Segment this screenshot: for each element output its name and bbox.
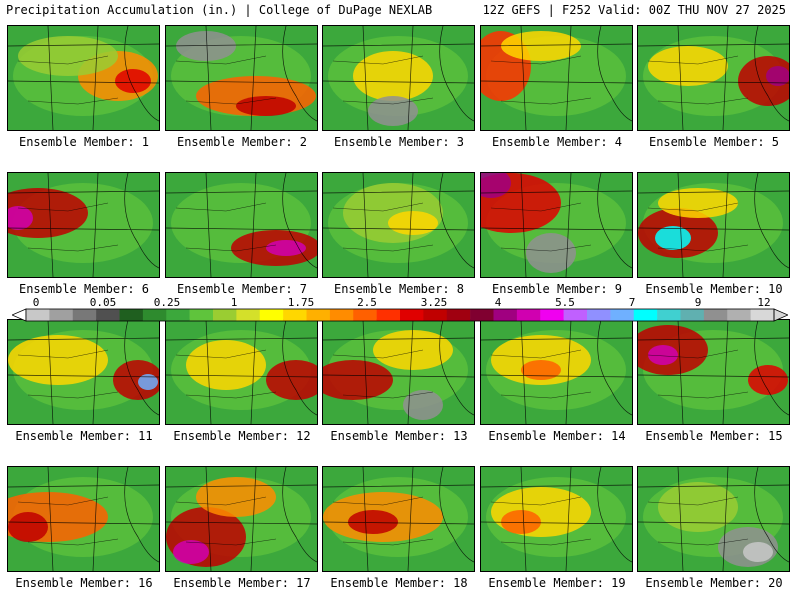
colorbar-tick-label: 5.5 xyxy=(555,296,575,309)
ensemble-member-label: Ensemble Member: 20 xyxy=(645,576,783,590)
colorbar-swatch xyxy=(610,309,635,321)
ensemble-member-label: Ensemble Member: 10 xyxy=(645,282,783,296)
colorbar-swatch xyxy=(72,309,97,321)
colorbar-tick-label: 3.25 xyxy=(420,296,448,309)
ensemble-member-map xyxy=(637,25,790,131)
ensemble-member-map xyxy=(480,466,633,572)
colorbar-swatch xyxy=(213,309,237,321)
colorbar-swatch xyxy=(516,309,541,321)
ensemble-member-map xyxy=(480,25,633,131)
colorbar-swatch xyxy=(400,309,424,321)
ensemble-member-map xyxy=(165,25,318,131)
colorbar-swatch xyxy=(306,309,331,321)
ensemble-member-label: Ensemble Member: 17 xyxy=(173,576,311,590)
colorbar-swatch xyxy=(750,309,775,321)
colorbar-tick-label: 9 xyxy=(694,296,702,309)
ensemble-member-label: Ensemble Member: 19 xyxy=(488,576,626,590)
ensemble-member-label: Ensemble Member: 11 xyxy=(15,429,153,443)
ensemble-member-map xyxy=(165,172,318,278)
colorbar-swatch xyxy=(540,309,564,321)
ensemble-member-label: Ensemble Member: 13 xyxy=(330,429,468,443)
colorbar-swatch xyxy=(493,309,518,321)
precipitation-colorbar xyxy=(12,308,788,322)
ensemble-member-map xyxy=(480,172,633,278)
ensemble-member-label: Ensemble Member: 2 xyxy=(176,135,308,149)
ensemble-member-label: Ensemble Member: 18 xyxy=(330,576,468,590)
ensemble-member-map xyxy=(165,319,318,425)
ensemble-member-label: Ensemble Member: 1 xyxy=(18,135,150,149)
map-title: Precipitation Accumulation (in.) | Colle… xyxy=(6,3,433,17)
colorbar-tick-label: 2.5 xyxy=(357,296,377,309)
colorbar-swatch xyxy=(259,309,284,321)
ensemble-member-map xyxy=(7,25,160,131)
colorbar-swatch xyxy=(236,309,261,321)
colorbar-swatch xyxy=(353,309,377,321)
colorbar-swatch xyxy=(329,309,354,321)
colorbar-swatch xyxy=(26,309,50,321)
colorbar-tick-label: 7 xyxy=(628,296,636,309)
colorbar-tick-label: 4 xyxy=(494,296,502,309)
ensemble-member-map xyxy=(637,172,790,278)
model-run-info: 12Z GEFS | F252 Valid: 00Z THU NOV 27 20… xyxy=(482,3,786,17)
colorbar-swatch xyxy=(470,309,494,321)
ensemble-member-map xyxy=(322,466,475,572)
colorbar-swatch xyxy=(423,309,448,321)
ensemble-member-label: Ensemble Member: 8 xyxy=(333,282,465,296)
colorbar-tick-label: 0.25 xyxy=(153,296,181,309)
colorbar-swatch xyxy=(189,309,214,321)
colorbar-swatch xyxy=(376,309,401,321)
colorbar-tick-label: 12 xyxy=(757,296,771,309)
colorbar-tick-label: 0 xyxy=(32,296,40,309)
colorbar-tick-label: 1.75 xyxy=(287,296,315,309)
colorbar-swatch xyxy=(563,309,588,321)
colorbar-swatch xyxy=(633,309,658,321)
colorbar-swatch xyxy=(680,309,705,321)
ensemble-member-map xyxy=(7,172,160,278)
colorbar-swatch xyxy=(166,309,190,321)
ensemble-member-label: Ensemble Member: 4 xyxy=(491,135,623,149)
colorbar-swatch xyxy=(96,309,120,321)
ensemble-member-map xyxy=(322,172,475,278)
ensemble-member-map xyxy=(7,466,160,572)
colorbar-swatch xyxy=(727,309,751,321)
colorbar-swatch xyxy=(703,309,728,321)
ensemble-member-map xyxy=(480,319,633,425)
ensemble-member-map xyxy=(637,319,790,425)
colorbar-swatch xyxy=(587,309,611,321)
colorbar-tick-label: 0.05 xyxy=(89,296,117,309)
colorbar-swatch xyxy=(657,309,681,321)
colorbar-swatch xyxy=(142,309,167,321)
colorbar-tick-label: 1 xyxy=(230,296,238,309)
ensemble-member-label: Ensemble Member: 16 xyxy=(15,576,153,590)
ensemble-member-map xyxy=(7,319,160,425)
ensemble-member-map xyxy=(637,466,790,572)
ensemble-member-label: Ensemble Member: 3 xyxy=(333,135,465,149)
ensemble-member-label: Ensemble Member: 15 xyxy=(645,429,783,443)
ensemble-member-label: Ensemble Member: 6 xyxy=(18,282,150,296)
ensemble-member-label: Ensemble Member: 9 xyxy=(491,282,623,296)
ensemble-member-label: Ensemble Member: 5 xyxy=(648,135,780,149)
ensemble-member-map xyxy=(322,319,475,425)
colorbar-swatch xyxy=(446,309,471,321)
ensemble-member-map xyxy=(322,25,475,131)
ensemble-member-label: Ensemble Member: 7 xyxy=(176,282,308,296)
ensemble-member-map xyxy=(165,466,318,572)
ensemble-member-label: Ensemble Member: 14 xyxy=(488,429,626,443)
colorbar-swatch xyxy=(49,309,74,321)
colorbar-swatch xyxy=(283,309,307,321)
colorbar-swatch xyxy=(119,309,144,321)
ensemble-member-label: Ensemble Member: 12 xyxy=(173,429,311,443)
